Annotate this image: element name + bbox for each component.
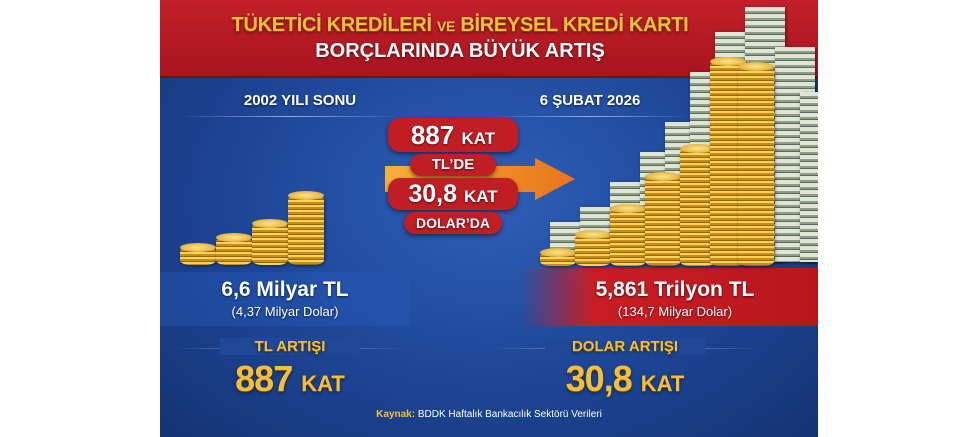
title-part-1: TÜKETİCİ KREDİLERİ <box>231 14 432 36</box>
left-increase-number: 887 <box>235 358 293 399</box>
increase-badge: 887 KAT TL’DE 30,8 KAT DOLAR’DA <box>388 118 518 236</box>
right-value-usd: (134,7 Milyar Dolar) <box>617 304 733 319</box>
badge-usd-number: 30,8 <box>408 180 458 208</box>
badge-usd-unit: KAT <box>463 187 498 206</box>
left-increase-unit: KAT <box>301 371 345 396</box>
source-note: Kaynak: BDDK Haftalık Bankacılık Sektörü… <box>160 409 818 420</box>
badge-usd-label: DOLAR’DA <box>404 212 502 234</box>
right-increase-number: 30,8 <box>565 358 633 399</box>
coin-stack-icon <box>645 172 681 266</box>
header-banner <box>160 0 818 78</box>
right-value: 5,861 Trilyon TL <box>595 278 755 301</box>
coin-stack-icon <box>288 191 324 265</box>
coin-stack-icon <box>180 243 216 265</box>
divider <box>180 116 400 117</box>
coin-stack-icon <box>575 230 611 266</box>
left-value-box <box>160 272 410 326</box>
right-increase-label: DOLAR ARTIŞI <box>545 338 705 355</box>
coin-stack-icon <box>610 204 646 266</box>
title-line-1: TÜKETİCİ KREDİLERİ VE BİREYSEL KREDİ KAR… <box>160 14 760 37</box>
coin-stack-icon <box>252 219 288 265</box>
right-value-box <box>520 268 818 326</box>
cash-stack-icon <box>800 92 818 262</box>
divider <box>490 116 690 117</box>
coin-stack-icon <box>540 248 576 266</box>
title-part-2: BİREYSEL KREDİ KARTI <box>460 14 689 36</box>
badge-tl-unit: KAT <box>461 129 496 148</box>
left-date: 2002 YILI SONU <box>243 92 357 109</box>
left-value-usd: (4,37 Milyar Dolar) <box>231 304 339 319</box>
right-date: 6 ŞUBAT 2026 <box>539 92 641 109</box>
title-connector: VE <box>436 18 456 34</box>
source-text: BDDK Haftalık Bankacılık Sektörü Veriler… <box>417 409 602 420</box>
infographic: TÜKETİCİ KREDİLERİ VE BİREYSEL KREDİ KAR… <box>160 0 818 437</box>
right-increase-unit: KAT <box>640 371 685 396</box>
title-line-2: BORÇLARINDA BÜYÜK ARTIŞ <box>315 40 605 62</box>
right-increase-value: 30,8 KAT <box>510 358 740 400</box>
coin-stack-icon <box>216 233 252 265</box>
left-value: 6,6 Milyar TL <box>221 278 349 301</box>
badge-tl-number: 887 <box>410 120 455 150</box>
left-increase-label: TL ARTIŞI <box>220 338 360 355</box>
coin-stack-icon <box>738 62 774 266</box>
badge-tl-label: TL’DE <box>410 154 496 176</box>
left-increase-value: 887 KAT <box>180 358 400 400</box>
source-label: Kaynak: <box>376 409 416 420</box>
